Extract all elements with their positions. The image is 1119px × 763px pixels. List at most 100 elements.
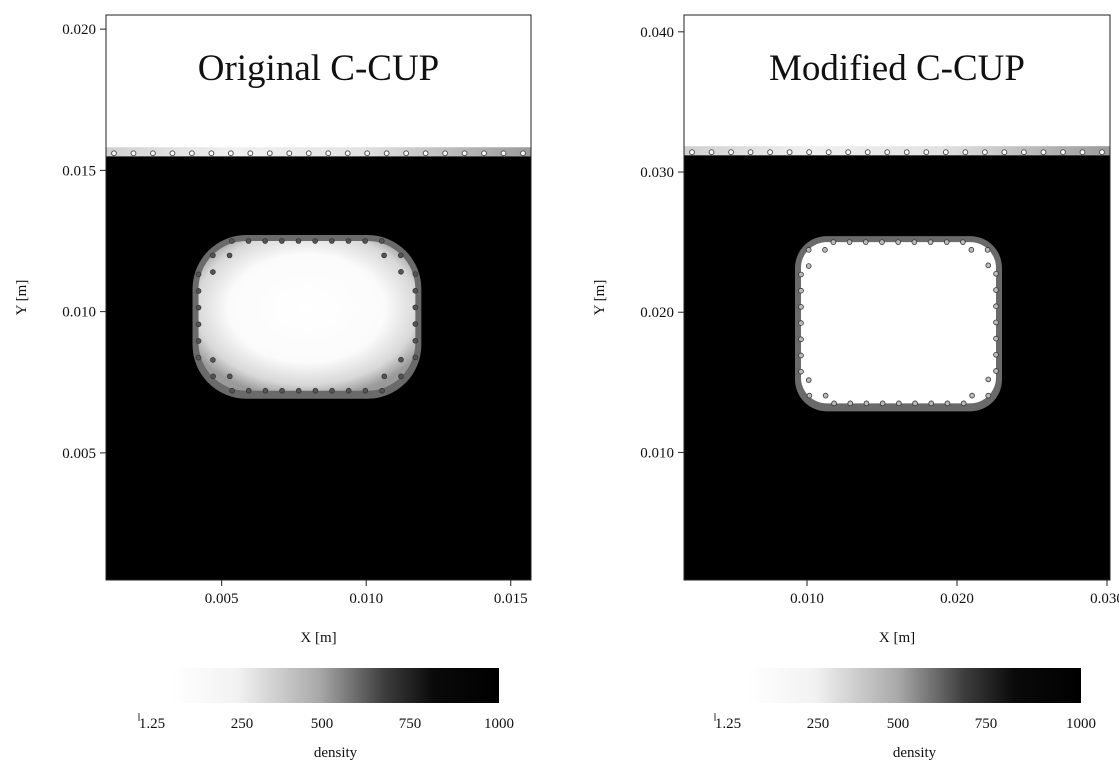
cavity-marker	[993, 287, 999, 293]
surface-marker	[130, 150, 137, 157]
surface-marker	[247, 150, 254, 157]
cavity	[801, 242, 996, 404]
cavity-marker	[960, 239, 966, 245]
cavity-marker	[927, 239, 934, 245]
y-tick-label: 0.010	[640, 445, 674, 461]
cavity-marker	[993, 319, 999, 326]
surface-marker	[942, 149, 949, 156]
cavity-marker	[960, 400, 967, 407]
chart-title: Original C-CUP	[198, 48, 440, 89]
plot-frame	[683, 14, 1111, 581]
cavity-marker	[805, 377, 812, 383]
cavity-marker	[798, 336, 804, 343]
cavity-marker	[195, 304, 202, 311]
colorbar-gradient	[748, 668, 1081, 703]
cavity-marker	[969, 392, 975, 399]
cavity-marker	[312, 387, 319, 394]
cavity-marker	[993, 303, 999, 309]
colorbar-tick-label: 250	[807, 716, 830, 732]
cavity-marker	[262, 238, 268, 244]
y-tick-label: 0.005	[62, 446, 96, 462]
cavity-marker	[985, 262, 992, 269]
x-tick-label: 0.030	[1090, 591, 1119, 607]
cavity-marker	[993, 335, 999, 342]
cavity-marker	[329, 238, 335, 244]
cavity-marker	[798, 271, 804, 278]
surface-marker	[286, 150, 293, 157]
cavity-marker	[862, 239, 869, 245]
surface-marker	[884, 149, 891, 156]
cavity-marker	[279, 238, 285, 244]
surface-marker	[266, 150, 273, 157]
colorbar: 1.25 250 500 750 1000	[714, 668, 1096, 732]
panel-modified: 0.010 0.020 0.030 0.010 0.020 0.030 0.040 Modi…	[592, 14, 1119, 761]
y-axis-label: Y [m]	[14, 280, 30, 316]
surface-marker	[747, 149, 754, 156]
cavity-marker	[928, 400, 935, 407]
panel-original: 0.005 0.010 0.015 0.005 0.010 0.015 0.020 Orig…	[14, 14, 532, 761]
cavity-marker	[398, 373, 404, 380]
cavity-marker	[362, 238, 368, 244]
cavity-marker	[345, 387, 352, 394]
cavity-marker	[912, 400, 918, 407]
cavity-marker	[798, 304, 804, 310]
cavity-marker	[245, 238, 252, 244]
surface-marker	[305, 150, 312, 157]
cavity-marker	[863, 400, 870, 407]
y-tick-label: 0.030	[640, 165, 674, 181]
colorbar-label: density	[893, 745, 937, 761]
cavity-marker	[397, 252, 404, 259]
surface-marker	[520, 150, 526, 157]
cavity-marker	[329, 387, 335, 394]
cavity-marker	[896, 400, 902, 407]
axis-ticks: 0.005 0.010 0.015 0.005 0.010 0.015 0.020	[62, 22, 527, 607]
cavity-marker	[847, 400, 854, 407]
cavity-marker	[993, 351, 999, 358]
cavity	[198, 241, 416, 391]
surface-marker	[403, 150, 410, 157]
cavity-marker	[245, 387, 252, 394]
surface-marker	[903, 149, 910, 156]
x-tick-label: 0.010	[790, 591, 824, 607]
cavity-marker	[798, 368, 804, 375]
cavity-marker	[210, 357, 216, 363]
surface-marker	[923, 149, 930, 156]
cavity-marker	[985, 392, 992, 399]
surface-marker	[364, 150, 371, 157]
surface-marker	[767, 149, 773, 156]
x-axis-label: X [m]	[879, 630, 915, 646]
cavity-marker	[362, 387, 369, 394]
surface-marker	[708, 149, 715, 156]
cavity-marker	[226, 252, 233, 259]
x-axis-label: X [m]	[300, 630, 336, 646]
cavity-marker	[984, 247, 991, 253]
cavity-marker	[911, 239, 918, 245]
cavity-marker	[229, 387, 235, 394]
plot-frame	[105, 14, 532, 581]
x-tick-label: 0.005	[205, 591, 239, 607]
cavity-marker	[195, 321, 202, 328]
cavity-marker	[210, 269, 216, 275]
surface-marker	[344, 150, 351, 157]
surface-marker	[689, 149, 695, 156]
surface-marker	[189, 150, 195, 157]
surface-marker	[442, 150, 448, 157]
surface-marker	[481, 150, 487, 157]
colorbar-tick-label: 750	[399, 716, 422, 732]
colorbar-tick-label: 250	[231, 716, 254, 732]
surface-marker	[111, 150, 117, 157]
cavity-marker	[822, 247, 828, 253]
surface-marker	[728, 149, 734, 156]
cavity-marker	[993, 271, 999, 277]
colorbar-tick-label: 1000	[484, 716, 514, 732]
surface-marker	[461, 150, 468, 157]
cavity-marker	[879, 239, 885, 245]
cavity-marker	[846, 239, 853, 245]
colorbar-tick-label: 500	[887, 716, 910, 732]
cavity-marker	[944, 400, 951, 407]
surface-marker	[962, 149, 969, 156]
surface-marker	[1021, 149, 1027, 156]
cavity-marker	[822, 392, 829, 399]
cavity-marker	[379, 387, 385, 394]
